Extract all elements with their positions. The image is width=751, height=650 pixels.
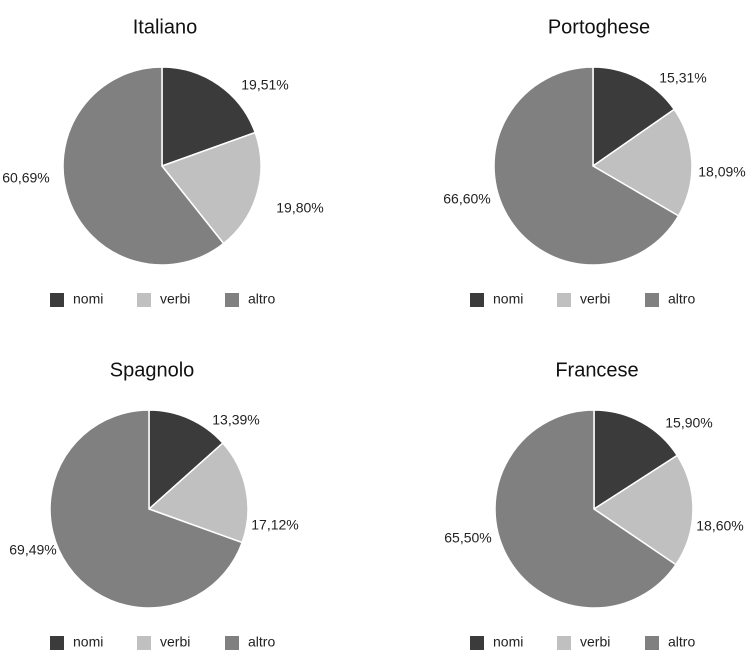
data-label-altro: 66,60% [443, 191, 490, 207]
legend-swatch-verbi [557, 636, 571, 650]
data-label-altro: 60,69% [2, 170, 49, 186]
legend-swatch-altro [225, 636, 239, 650]
chart-title: Francese [555, 359, 638, 381]
pie-chart-portoghese: Portoghese 15,31% 18,09% 66,60% nomi verbi alt… [443, 16, 746, 307]
pie-slice-verbi [591, 108, 693, 217]
legend-label-altro: altro [248, 634, 275, 650]
data-label-nomi: 13,39% [212, 412, 259, 428]
data-label-verbi: 18,09% [698, 164, 745, 180]
pie-chart-spagnolo: Spagnolo 13,39% 17,12% 69,49% nomi verbi altro [9, 359, 299, 650]
legend-label-altro: altro [668, 291, 695, 307]
legend-swatch-altro [645, 636, 659, 650]
pie-slice-nomi [593, 409, 679, 511]
chart-title: Spagnolo [110, 359, 195, 381]
legend-label-altro: altro [248, 291, 275, 307]
pie-slice-nomi [592, 66, 676, 168]
legend-label-nomi: nomi [493, 291, 523, 307]
pie-slice-nomi [148, 409, 224, 511]
legend-swatch-verbi [137, 636, 151, 650]
pie-slice-altro [494, 409, 677, 609]
legend-label-verbi: verbi [160, 634, 190, 650]
pie-slice-altro [49, 409, 244, 609]
legend-label-verbi: verbi [580, 291, 610, 307]
pie-slice-altro [62, 66, 225, 266]
chart-title: Italiano [133, 16, 198, 38]
legend-swatch-nomi [50, 636, 64, 650]
data-label-verbi: 17,12% [251, 517, 298, 533]
legend-label-nomi: nomi [493, 634, 523, 650]
data-label-nomi: 15,31% [659, 70, 706, 86]
data-label-altro: 69,49% [9, 542, 56, 558]
legend-label-verbi: verbi [580, 634, 610, 650]
legend-label-altro: altro [668, 634, 695, 650]
data-label-verbi: 19,80% [276, 200, 323, 216]
chart-title: Portoghese [548, 16, 650, 38]
legend-swatch-nomi [470, 636, 484, 650]
legend-label-verbi: verbi [160, 291, 190, 307]
legend-swatch-verbi [137, 293, 151, 307]
pie-slice-verbi [160, 131, 262, 245]
legend-swatch-nomi [470, 293, 484, 307]
pie-chart-francese: Francese 15,90% 18,60% 65,50% nomi verbi altro [444, 359, 744, 650]
legend-swatch-verbi [557, 293, 571, 307]
legend-swatch-altro [645, 293, 659, 307]
data-label-nomi: 19,51% [241, 77, 288, 93]
legend-label-nomi: nomi [73, 291, 103, 307]
legend-label-nomi: nomi [73, 634, 103, 650]
pie-slice-nomi [161, 66, 257, 168]
pie-slice-altro [493, 66, 680, 266]
data-label-nomi: 15,90% [665, 415, 712, 431]
pie-chart-italiano: Italiano 19,51% 19,80% 60,69% nomi verbi altro [2, 16, 324, 307]
data-label-altro: 65,50% [444, 530, 491, 546]
data-label-verbi: 18,60% [696, 518, 743, 534]
legend-swatch-nomi [50, 293, 64, 307]
pie-slice-verbi [592, 454, 694, 566]
legend-swatch-altro [225, 293, 239, 307]
